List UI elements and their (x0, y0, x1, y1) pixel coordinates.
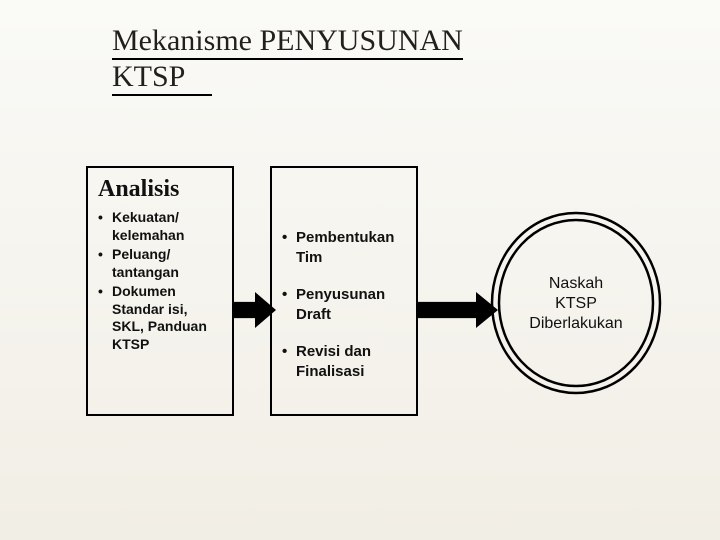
process-box: Pembentukan Tim Penyusunan Draft Revisi da… (270, 166, 418, 416)
result-line3: Diberlakukan (490, 314, 662, 334)
arrow-icon (418, 292, 498, 328)
analysis-heading: Analisis (98, 176, 222, 203)
title-line2: KTSP (112, 60, 212, 96)
analysis-list: Kekuatan/kelemahanPeluang/tantanganDokum… (98, 209, 222, 353)
list-item: Pembentukan Tim (282, 228, 406, 267)
result-line2: KTSP (490, 294, 662, 314)
analysis-box: Analisis Kekuatan/kelemahanPeluang/tanta… (86, 166, 234, 416)
result-line1: Naskah (490, 274, 662, 294)
result-ellipse: Naskah KTSP Diberlakukan (490, 211, 662, 395)
list-item: Revisi dan Finalisasi (282, 342, 406, 381)
title-line1: Mekanisme PENYUSUNAN (112, 24, 463, 60)
list-item: Penyusunan Draft (282, 285, 406, 324)
list-item: Kekuatan/kelemahan (98, 209, 222, 244)
list-item: Peluang/tantangan (98, 246, 222, 281)
result-text: Naskah KTSP Diberlakukan (490, 274, 662, 334)
list-item: Dokumen Standar isi, SKL, Panduan KTSP (98, 283, 222, 353)
slide-title: Mekanisme PENYUSUNAN KTSP (112, 24, 463, 96)
process-list: Pembentukan Tim Penyusunan Draft Revisi da… (282, 228, 406, 381)
